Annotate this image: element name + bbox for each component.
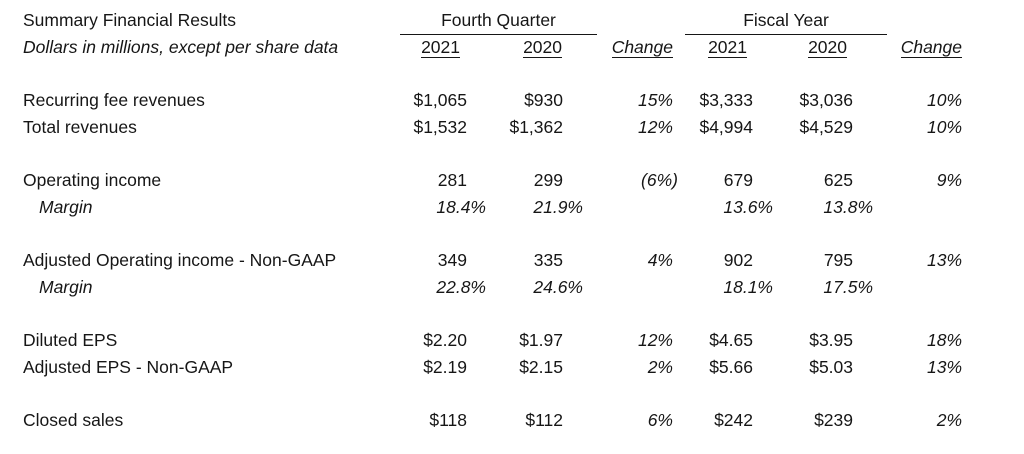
- value-cell: $2.15: [519, 357, 563, 378]
- value-cell: $2.19: [423, 357, 467, 378]
- value-cell: $930: [524, 90, 563, 111]
- value-cell: 10%: [926, 117, 963, 138]
- col-header-fq-2020: 2020: [523, 37, 562, 59]
- value-cell: 10%: [926, 90, 963, 111]
- value-cell: $4,529: [799, 117, 854, 138]
- value-cell: 12%: [637, 330, 673, 351]
- value-cell: $1.97: [519, 330, 563, 351]
- spacer-row: [0, 61, 978, 87]
- value-cell: 13.8%: [823, 197, 874, 218]
- value-cell: 349: [437, 250, 467, 271]
- value-cell: $5.66: [709, 357, 753, 378]
- value-cell: $242: [714, 410, 753, 431]
- value-cell: 24.6%: [533, 277, 583, 298]
- table-row: Operating income 281 299 (6%) 679 625 9%: [0, 167, 978, 194]
- table-title-row: Summary Financial Results Fourth Quarter…: [0, 6, 978, 35]
- fiscal-year-group-header: Fiscal Year: [685, 6, 888, 35]
- row-label: Margin: [39, 197, 93, 218]
- value-cell: $3,333: [699, 90, 753, 111]
- row-label: Operating income: [23, 170, 162, 191]
- table-row: Margin 18.4% 21.9% 13.6% 13.8%: [0, 194, 978, 221]
- empty-cell: [887, 6, 978, 34]
- spacer-cell: [0, 221, 978, 247]
- table-body: Recurring fee revenues $1,065 $930 15% $3,33…: [0, 61, 978, 434]
- col-header-fy-2021: 2021: [708, 37, 747, 59]
- row-label: Total revenues: [23, 117, 137, 138]
- value-cell: $3.95: [809, 330, 854, 351]
- spacer-row: [0, 221, 978, 247]
- value-cell: $239: [814, 410, 854, 431]
- value-cell: $112: [525, 410, 563, 431]
- value-cell: $4,994: [699, 117, 753, 138]
- col-header-fq-2021: 2021: [421, 37, 460, 59]
- value-cell: $2.20: [423, 330, 467, 351]
- value-cell: 795: [823, 250, 854, 271]
- value-cell: 281: [437, 170, 467, 191]
- value-cell: $1,065: [413, 90, 467, 111]
- value-cell: 22.8%: [436, 277, 486, 298]
- value-cell: $1,362: [509, 117, 563, 138]
- value-cell: 13.6%: [723, 197, 773, 218]
- row-label: Recurring fee revenues: [23, 90, 205, 111]
- row-label: Adjusted Operating income - Non-GAAP: [23, 250, 337, 271]
- value-cell: 21.9%: [533, 197, 583, 218]
- spacer-cell: [0, 381, 978, 407]
- empty-cell: [597, 6, 685, 34]
- value-cell: $3,036: [799, 90, 854, 111]
- value-cell: $5.03: [809, 357, 854, 378]
- value-cell: 2%: [647, 357, 673, 378]
- fourth-quarter-group-header: Fourth Quarter: [400, 6, 597, 35]
- value-cell: 625: [823, 170, 854, 191]
- value-cell: $4.65: [709, 330, 753, 351]
- value-cell: 335: [533, 250, 563, 271]
- value-cell: 9%: [936, 170, 963, 191]
- value-cell: 902: [723, 250, 753, 271]
- value-cell: 299: [533, 170, 563, 191]
- spacer-row: [0, 301, 978, 327]
- table-row: Margin 22.8% 24.6% 18.1% 17.5%: [0, 274, 978, 301]
- value-cell: 17.5%: [823, 277, 874, 298]
- value-cell: 679: [723, 170, 753, 191]
- value-cell: 18.4%: [436, 197, 486, 218]
- row-label: Diluted EPS: [23, 330, 118, 351]
- value-cell: 18%: [926, 330, 963, 351]
- value-cell: 6%: [647, 410, 673, 431]
- value-cell: 12%: [637, 117, 673, 138]
- value-cell: [597, 194, 685, 221]
- value-cell: $1,532: [413, 117, 467, 138]
- financial-summary-table: Summary Financial Results Fourth Quarter…: [0, 6, 978, 434]
- table-row: Adjusted EPS - Non-GAAP $2.19 $2.15 2% $5.66…: [0, 354, 978, 381]
- column-header-row: Dollars in millions, except per share da…: [0, 34, 978, 61]
- col-header-fq-change: Change: [611, 36, 673, 59]
- value-cell: 13%: [926, 250, 963, 271]
- value-cell: [887, 194, 978, 221]
- row-label: Margin: [39, 277, 93, 298]
- value-cell: $118: [429, 410, 467, 431]
- value-cell: [597, 274, 685, 301]
- value-cell: 18.1%: [723, 277, 773, 298]
- table-row: Recurring fee revenues $1,065 $930 15% $3,33…: [0, 87, 978, 114]
- value-cell: 2%: [936, 410, 963, 431]
- spacer-row: [0, 141, 978, 167]
- page-title: Summary Financial Results: [23, 9, 236, 30]
- table-row: Total revenues $1,532 $1,362 12% $4,994 $4,52…: [0, 114, 978, 141]
- value-cell: 4%: [647, 250, 673, 271]
- table-row: Closed sales $118 $112 6% $242 $239 2%: [0, 407, 978, 434]
- value-cell: 15%: [637, 90, 673, 111]
- col-header-fy-2020: 2020: [808, 37, 848, 59]
- value-cell: 13%: [926, 357, 963, 378]
- col-header-fy-change: Change: [900, 36, 963, 59]
- spacer-cell: [0, 301, 978, 327]
- table-row: Diluted EPS $2.20 $1.97 12% $4.65 $3.95 18%: [0, 327, 978, 354]
- value-cell: (6%): [641, 170, 678, 191]
- spacer-cell: [0, 141, 978, 167]
- table-row: Adjusted Operating income - Non-GAAP 349 3…: [0, 247, 978, 274]
- spacer-cell: [0, 61, 978, 87]
- row-label: Closed sales: [23, 410, 124, 431]
- row-label: Adjusted EPS - Non-GAAP: [23, 357, 234, 378]
- page-root: { "page": { "background": "#ffffff", "te…: [0, 6, 1024, 454]
- table-subtitle: Dollars in millions, except per share da…: [23, 37, 339, 58]
- value-cell: [887, 274, 978, 301]
- spacer-row: [0, 381, 978, 407]
